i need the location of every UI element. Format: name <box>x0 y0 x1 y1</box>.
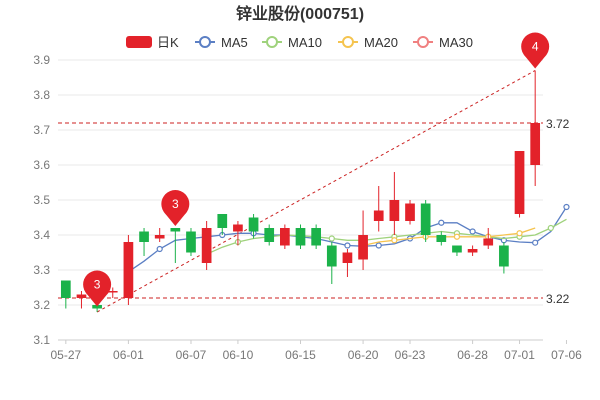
pin-marker: 4 <box>521 32 550 69</box>
candle-body <box>436 235 447 242</box>
legend-label: MA20 <box>364 35 398 50</box>
candle-body <box>264 228 275 242</box>
candle-body <box>342 252 353 263</box>
legend-label: MA10 <box>288 35 322 50</box>
legend-swatch-circle <box>199 36 211 48</box>
pin-label: 4 <box>532 40 539 54</box>
legend-swatch-circle <box>342 36 354 48</box>
candle-body <box>280 228 290 246</box>
x-tick-label: 06-07 <box>176 348 207 362</box>
candle-body <box>170 228 181 232</box>
candle-body <box>186 231 196 253</box>
candle-body <box>311 228 321 246</box>
y-tick-label: 3.6 <box>33 158 50 172</box>
legend-item: MA10 <box>262 35 322 50</box>
pin-head <box>83 270 112 299</box>
y-tick-label: 3.1 <box>33 333 50 347</box>
candle-body <box>92 305 102 309</box>
candle-body <box>483 238 494 246</box>
candle-body <box>373 210 384 221</box>
pin-marker: 3 <box>161 190 190 226</box>
candle-body <box>201 228 212 263</box>
ma-point <box>469 228 476 235</box>
candle-body <box>358 235 368 260</box>
candle-body <box>233 224 243 232</box>
candle-body <box>389 200 400 221</box>
candle-body <box>452 245 462 253</box>
y-tick-label: 3.8 <box>33 88 50 102</box>
legend-item: 日K <box>126 35 179 50</box>
candle-body <box>530 123 541 165</box>
ma-point <box>328 235 335 242</box>
ma-point <box>438 219 445 226</box>
legend-item: MA30 <box>413 35 473 50</box>
candle-body <box>467 249 478 253</box>
legend-swatch-circle <box>266 36 278 48</box>
x-tick-label: 06-15 <box>285 348 316 362</box>
y-tick-label: 3.5 <box>33 193 50 207</box>
ma-point <box>532 239 539 246</box>
pin-marker: 3 <box>83 270 112 307</box>
candle-body <box>123 242 134 298</box>
reference-label: 3.22 <box>546 292 570 306</box>
x-tick-label: 06-23 <box>395 348 426 362</box>
candle-body <box>248 217 259 232</box>
candle-body <box>295 228 306 246</box>
ma-point <box>156 245 163 253</box>
x-tick-label: 06-01 <box>113 348 144 362</box>
ma-point <box>453 233 461 240</box>
candle-body <box>107 291 118 293</box>
y-tick-label: 3.4 <box>33 228 50 242</box>
legend-label: 日K <box>157 35 179 50</box>
ma-point <box>547 224 554 232</box>
candle-body <box>420 203 431 235</box>
trend-line <box>96 70 536 313</box>
pin-label: 3 <box>94 278 101 292</box>
candle-body <box>139 231 149 242</box>
candle-body <box>76 294 87 298</box>
reference-label: 3.72 <box>546 117 570 131</box>
x-tick-label: 06-20 <box>348 348 379 362</box>
ma-point <box>344 242 351 249</box>
legend-label: MA30 <box>439 35 473 50</box>
legend-item: MA5 <box>195 35 248 50</box>
legend-swatch-circle <box>417 36 429 48</box>
candle-body <box>217 214 228 228</box>
candle-body <box>499 245 509 267</box>
candle-body <box>326 245 337 267</box>
chart-title: 锌业股份(000751) <box>236 4 364 23</box>
ma-point <box>516 230 523 237</box>
y-tick-label: 3.2 <box>33 298 50 312</box>
ma-point <box>391 237 398 244</box>
candle-body <box>60 280 71 298</box>
ma-point <box>375 242 382 249</box>
legend-swatch-box <box>126 36 152 48</box>
x-tick-label: 07-01 <box>504 348 535 362</box>
pin-head <box>521 32 550 61</box>
x-tick-label: 05-27 <box>50 348 81 362</box>
legend-label: MA5 <box>221 35 248 50</box>
ma-point <box>563 203 570 211</box>
legend-item: MA20 <box>338 35 398 50</box>
candle-body <box>154 235 165 239</box>
pin-head <box>161 190 190 218</box>
ma-line-ma10 <box>206 218 567 255</box>
candle-body <box>405 203 415 221</box>
pin-label: 3 <box>172 197 179 211</box>
y-tick-label: 3.3 <box>33 263 50 277</box>
x-tick-label: 06-28 <box>457 348 488 362</box>
y-tick-label: 3.9 <box>33 53 50 67</box>
y-tick-label: 3.7 <box>33 123 50 137</box>
x-tick-label: 06-10 <box>223 348 254 362</box>
candle-body <box>514 151 525 214</box>
x-tick-label: 07-06 <box>551 348 582 362</box>
